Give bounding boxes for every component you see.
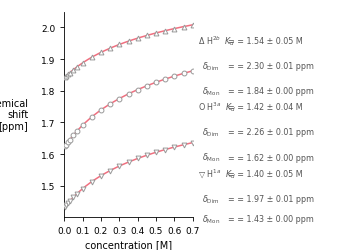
Text: = = 2.30 ± 0.01 ppm: = = 2.30 ± 0.01 ppm [228, 62, 315, 70]
Text: $\delta_{\rm Dim}$: $\delta_{\rm Dim}$ [202, 126, 220, 138]
Text: $\delta_{\rm Mon}$: $\delta_{\rm Mon}$ [202, 212, 220, 225]
Text: ▽ H$^{1a}$  $K_d$: ▽ H$^{1a}$ $K_d$ [198, 167, 236, 180]
Text: = = 1.43 ± 0.00 ppm: = = 1.43 ± 0.00 ppm [228, 214, 315, 223]
Text: O H$^{3a}$  $K_d$: O H$^{3a}$ $K_d$ [198, 100, 236, 114]
Text: = = 1.97 ± 0.01 ppm: = = 1.97 ± 0.01 ppm [228, 194, 315, 203]
Text: $\delta_{\rm Mon}$: $\delta_{\rm Mon}$ [202, 85, 220, 98]
Text: $\delta_{\rm Dim}$: $\delta_{\rm Dim}$ [202, 60, 220, 72]
Text: = = 2.26 ± 0.01 ppm: = = 2.26 ± 0.01 ppm [228, 128, 315, 137]
Y-axis label: chemical
shift
[ppm]: chemical shift [ppm] [0, 98, 28, 132]
Text: = = 1.40 ± 0.05 M: = = 1.40 ± 0.05 M [228, 169, 303, 178]
Text: = = 1.42 ± 0.04 M: = = 1.42 ± 0.04 M [228, 103, 303, 112]
Text: $\delta_{\rm Dim}$: $\delta_{\rm Dim}$ [202, 192, 220, 205]
Text: = = 1.84 ± 0.00 ppm: = = 1.84 ± 0.00 ppm [228, 87, 315, 96]
Text: = = 1.62 ± 0.00 ppm: = = 1.62 ± 0.00 ppm [228, 153, 315, 162]
X-axis label: concentration [M]: concentration [M] [85, 240, 172, 250]
Text: = = 1.54 ± 0.05 M: = = 1.54 ± 0.05 M [228, 36, 303, 45]
Text: $\delta_{\rm Mon}$: $\delta_{\rm Mon}$ [202, 151, 220, 164]
Text: Δ H$^{2b}$  $K_d$: Δ H$^{2b}$ $K_d$ [198, 34, 236, 48]
